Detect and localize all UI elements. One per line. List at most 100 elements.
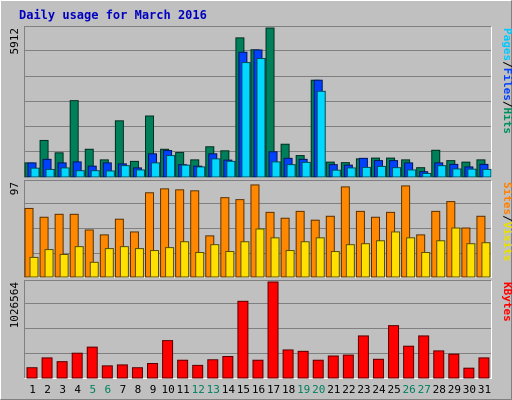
bar-kbytes-day-21 — [327, 355, 339, 379]
bar-kbytes-day-10 — [162, 340, 174, 379]
bar-kbytes-day-5 — [86, 346, 98, 379]
bar-kbytes-day-12 — [192, 364, 204, 379]
bar-pages-day-9 — [151, 162, 161, 178]
panel-hits-files-pages: 5912 Pages/Files/Hits — [8, 26, 512, 178]
bar-sites-day-22 — [345, 244, 355, 278]
bar-sites-day-9 — [150, 250, 160, 278]
bar-pages-day-15 — [241, 62, 251, 178]
x-tick-label-day-20: 20 — [312, 383, 325, 396]
bar-visits-day-14 — [220, 197, 230, 278]
bar-visits-day-9 — [145, 192, 155, 278]
y-max-label: 97 — [8, 182, 21, 195]
bar-sites-day-20 — [315, 237, 325, 278]
bar-kbytes-day-13 — [207, 359, 219, 379]
bar-pages-day-27 — [422, 172, 432, 178]
bar-sites-day-12 — [195, 252, 205, 278]
bar-kbytes-day-28 — [433, 350, 445, 379]
bar-visits-day-4 — [69, 213, 79, 278]
bar-sites-day-23 — [360, 243, 370, 278]
x-tick-label-day-28: 28 — [433, 383, 446, 396]
y-max-label: 1026564 — [8, 282, 21, 329]
x-tick-label-day-10: 10 — [161, 383, 174, 396]
bar-sites-day-28 — [436, 240, 446, 278]
legend-entry: Hits — [501, 108, 512, 135]
panel-visits-sites: 97 Sites/Visits — [8, 180, 512, 278]
bar-kbytes-day-20 — [312, 359, 324, 379]
bar-kbytes-day-30 — [463, 367, 475, 379]
bar-visits-day-5 — [84, 229, 94, 278]
bar-kbytes-day-14 — [222, 355, 234, 379]
bar-sites-day-18 — [285, 250, 295, 278]
legend-entry: / — [501, 101, 512, 108]
bar-sites-day-16 — [255, 228, 265, 278]
bar-sites-day-31 — [481, 242, 491, 278]
bar-kbytes-day-25 — [388, 325, 400, 379]
x-tick-label-day-2: 2 — [44, 383, 51, 396]
bar-sites-day-30 — [466, 243, 476, 278]
bar-pages-day-25 — [392, 167, 402, 178]
bar-visits-day-26 — [401, 185, 411, 278]
bar-visits-day-22 — [340, 186, 350, 278]
x-axis-day-labels: 1 2 3 4 5 6 7 8 9 10 11 12 13 14 15 16 17 18 19 20 21 22 23 24 2… — [29, 383, 491, 396]
x-tick-label-day-19: 19 — [297, 383, 310, 396]
bar-pages-day-19 — [301, 161, 311, 178]
x-tick-label-day-16: 16 — [252, 383, 265, 396]
bar-visits-day-10 — [160, 188, 170, 278]
x-tick-label-day-6: 6 — [105, 383, 112, 396]
x-tick-label-day-11: 11 — [177, 383, 190, 396]
bar-sites-day-29 — [451, 227, 461, 278]
x-tick-label-day-21: 21 — [327, 383, 340, 396]
x-tick-label-day-29: 29 — [448, 383, 461, 396]
bar-kbytes-day-16 — [252, 359, 264, 379]
bar-visits-day-11 — [175, 189, 185, 278]
bar-pages-day-3 — [60, 167, 70, 178]
bar-pages-day-8 — [135, 169, 145, 178]
bar-pages-day-21 — [331, 169, 341, 178]
x-tick-label-day-31: 31 — [478, 383, 491, 396]
series-sites — [29, 227, 491, 278]
bar-kbytes-day-11 — [177, 359, 189, 379]
bar-kbytes-day-1 — [26, 367, 38, 379]
legend-entry: Pages — [501, 28, 512, 61]
bar-kbytes-day-2 — [41, 357, 53, 379]
bar-pages-day-17 — [271, 161, 281, 178]
bar-visits-day-15 — [235, 199, 245, 278]
x-tick-label-day-14: 14 — [222, 383, 236, 396]
bar-kbytes-day-3 — [56, 361, 68, 379]
bar-sites-day-11 — [180, 241, 190, 278]
bar-sites-day-24 — [375, 240, 385, 278]
plot-border-dark — [24, 26, 492, 178]
bar-pages-day-22 — [346, 167, 356, 178]
bar-visits-day-18 — [280, 217, 290, 278]
legend-hits-files-pages: Pages/Files/Hits — [501, 28, 512, 134]
bar-sites-day-25 — [391, 231, 401, 278]
bar-pages-day-28 — [437, 165, 447, 178]
bar-pages-day-5 — [90, 170, 100, 178]
bar-pages-day-20 — [316, 90, 326, 178]
legend-entry: / — [501, 215, 512, 222]
bar-pages-day-31 — [482, 168, 492, 178]
bar-pages-day-4 — [75, 170, 85, 178]
x-tick-label-day-23: 23 — [357, 383, 370, 396]
bar-sites-day-19 — [300, 241, 310, 278]
y-max-label: 5912 — [8, 28, 21, 55]
bar-sites-day-27 — [421, 252, 431, 278]
bar-sites-day-6 — [104, 248, 114, 278]
series-kbytes — [26, 281, 490, 379]
bar-sites-day-7 — [119, 246, 129, 278]
legend-entry: / — [501, 61, 512, 68]
x-tick-label-day-15: 15 — [237, 383, 250, 396]
bar-kbytes-day-17 — [267, 281, 279, 379]
bar-sites-day-8 — [134, 248, 144, 278]
x-tick-label-day-22: 22 — [342, 383, 355, 396]
chart-title: Daily usage for March 2016 — [19, 8, 207, 22]
x-tick-label-day-18: 18 — [282, 383, 295, 396]
bar-sites-day-2 — [44, 249, 54, 278]
x-tick-label-day-13: 13 — [207, 383, 220, 396]
legend-entry: Sites — [501, 182, 512, 215]
bar-sites-day-3 — [59, 253, 69, 278]
x-tick-label-day-17: 17 — [267, 383, 280, 396]
bar-pages-day-26 — [407, 169, 417, 178]
x-tick-label-day-30: 30 — [463, 383, 476, 396]
